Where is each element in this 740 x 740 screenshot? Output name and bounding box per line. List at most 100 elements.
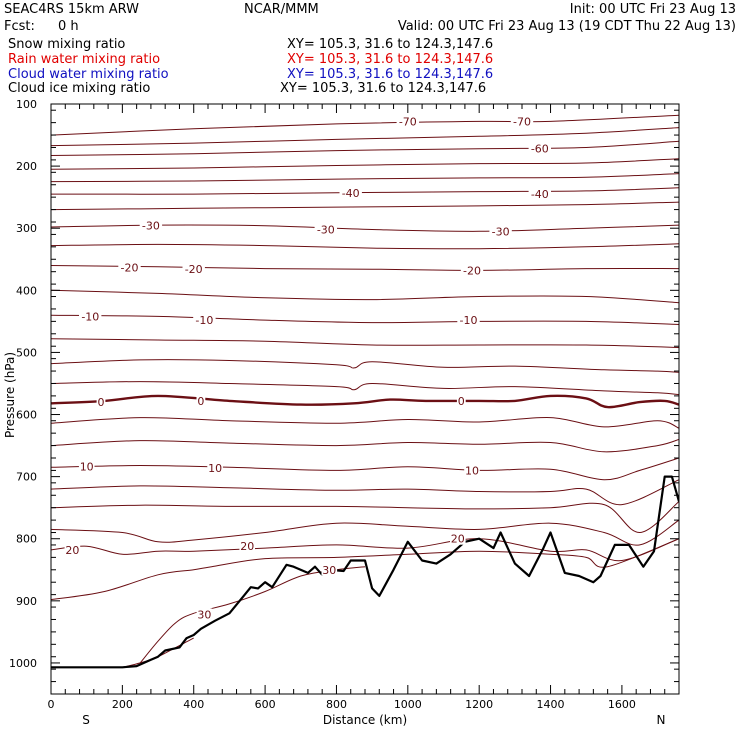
contour-label-14: 0 (98, 396, 105, 409)
contour-label-bg-6 (314, 223, 337, 236)
contour-label-bg-22 (450, 532, 466, 545)
field-name-cloud-water: Cloud water mixing ratio (8, 67, 169, 82)
contour-label-10: -20 (463, 264, 481, 277)
y-tick-label-3: 700 (16, 471, 37, 484)
model-title: SEAC4RS 15km ARW (4, 2, 140, 17)
south-end-label: S (82, 713, 90, 727)
contour-line-4 (51, 173, 679, 183)
y-tick-label-2: 800 (16, 533, 37, 546)
field-xy-rain: XY= 105.3, 31.6 to 124.3,147.6 (287, 52, 494, 67)
contour-label-bg-12 (193, 314, 216, 327)
contour-line-23 (51, 538, 679, 601)
contour-label-2: -60 (531, 143, 549, 156)
contour-labels: -70 -70 -60 -40 -40 -30 -30 -30 -20 -20 -20 -10 -10 -… (64, 115, 551, 622)
contour-line-8 (51, 243, 679, 250)
field-xy-cloud-water: XY= 105.3, 31.6 to 124.3,147.6 (287, 67, 494, 82)
contour-label-17: 10 (80, 461, 94, 474)
terrain-line (51, 475, 679, 669)
x-tick-label-1: 200 (112, 698, 133, 711)
forecast-label: Fcst: (4, 19, 35, 34)
init-time: Init: 00 UTC Fri 23 Aug 13 (569, 2, 736, 17)
field-xy-snow: XY= 105.3, 31.6 to 124.3,147.6 (287, 37, 494, 52)
contour-label-bg-11 (79, 310, 102, 323)
contour-line-16 (51, 417, 679, 429)
contour-label-bg-9 (182, 263, 205, 276)
y-tick-label-7: 300 (16, 222, 37, 235)
contour-label-23: 30 (197, 609, 211, 622)
contour-label-20: 20 (65, 544, 79, 557)
contour-label-22: 20 (451, 533, 465, 546)
contour-label-15: 0 (197, 395, 204, 408)
contour-label-bg-15 (196, 394, 206, 407)
y-tick-label-4: 600 (16, 409, 37, 422)
valid-time: Valid: 00 UTC Fri 23 Aug 13 (19 CDT Thu … (397, 19, 736, 34)
contour-label-bg-20 (64, 543, 81, 556)
x-tick-label-6: 1200 (465, 698, 493, 711)
contour-label-13: -10 (460, 314, 478, 327)
contour-label-bg-14 (96, 396, 106, 409)
y-tick-label-1: 900 (16, 595, 37, 608)
contour-label-7: -30 (492, 225, 510, 238)
contour-label-18: 10 (208, 462, 222, 475)
contour-label-24: 30 (322, 564, 336, 577)
contour-label-16: 0 (458, 395, 465, 408)
contour-label-bg-13 (457, 314, 480, 327)
contour-label-bg-7 (489, 225, 512, 238)
contour-label-5: -30 (142, 220, 160, 233)
contour-line-0 (51, 114, 679, 136)
contour-label-bg-18 (207, 461, 223, 474)
y-tick-label-0: 1000 (9, 657, 37, 670)
contour-line-20 (51, 501, 679, 534)
contour-line-3 (51, 158, 679, 170)
contour-line-21 (51, 519, 679, 546)
contour-line-17 (51, 438, 679, 453)
y-tick-label-9: 100 (16, 98, 37, 111)
contour-line-22 (51, 538, 679, 562)
contour-label-bg-4 (528, 188, 551, 201)
x-tick-label-3: 600 (255, 698, 276, 711)
forecast-hour: 0 h (58, 19, 79, 34)
contour-label-19: 10 (465, 464, 479, 477)
contour-line-15 (51, 394, 679, 409)
contour-line-2 (51, 140, 679, 156)
north-end-label: N (657, 713, 666, 727)
contour-label-bg-8 (118, 261, 141, 274)
contour-label-bg-17 (78, 460, 95, 473)
x-tick-label-4: 800 (326, 698, 347, 711)
temperature-contours (51, 114, 679, 668)
contour-label-bg-3 (339, 186, 362, 199)
axes: 0 200 400 600 800 1000 1200 1400 160010009008007… (9, 98, 680, 711)
contour-line-9 (51, 265, 679, 271)
contour-line-5 (51, 187, 679, 195)
contour-line-11 (51, 314, 679, 325)
x-tick-label-0: 0 (48, 698, 55, 711)
contour-label-bg-1 (510, 115, 534, 128)
contour-label-9: -20 (185, 263, 203, 276)
contour-line-13 (51, 359, 679, 373)
contour-label-bg-24 (321, 563, 338, 576)
contour-label-11: -10 (81, 310, 99, 323)
contour-label-6: -30 (317, 224, 335, 237)
contour-label-4: -40 (531, 188, 549, 201)
x-tick-label-7: 1400 (537, 698, 565, 711)
x-tick-label-8: 1600 (608, 698, 636, 711)
contour-label-12: -10 (195, 314, 213, 327)
field-name-rain: Rain water mixing ratio (8, 52, 161, 67)
contour-label-bg-2 (528, 142, 551, 155)
field-xy-cloud-ice: XY= 105.3, 31.6 to 124.3,147.6 (280, 81, 487, 96)
contour-line-12 (51, 338, 679, 348)
contour-line-14 (51, 381, 679, 396)
contour-line-18 (51, 457, 679, 481)
field-name-cloud-ice: Cloud ice mixing ratio (8, 81, 151, 96)
contour-label-3: -40 (342, 187, 360, 200)
contour-label-bg-10 (460, 264, 484, 277)
contour-line-10 (51, 289, 679, 304)
field-name-snow: Snow mixing ratio (8, 37, 126, 52)
contour-label-bg-19 (464, 464, 480, 477)
y-tick-label-5: 500 (16, 346, 37, 359)
contour-label-0: -70 (399, 115, 417, 128)
organization-label: NCAR/MMM (244, 2, 319, 17)
x-tick-label-2: 400 (183, 698, 204, 711)
contour-line-6 (51, 201, 679, 211)
